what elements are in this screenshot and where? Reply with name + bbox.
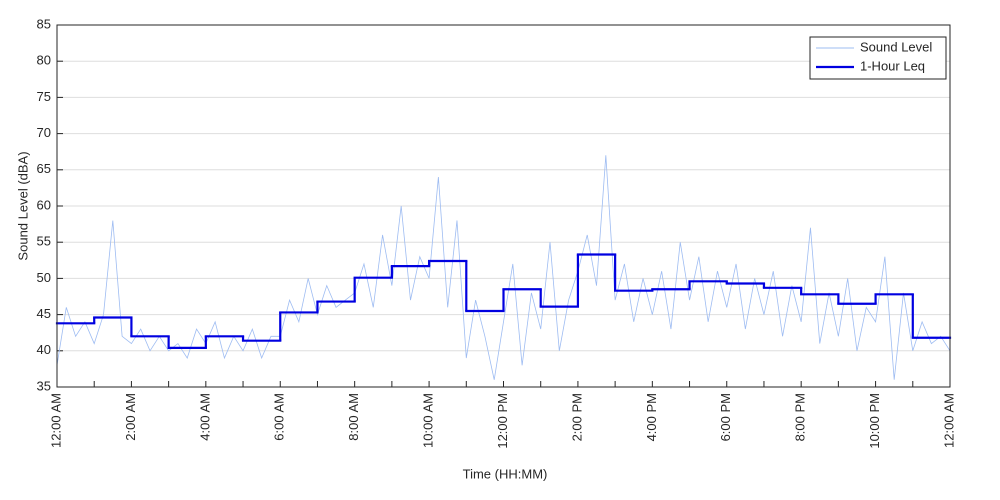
y-tick-label: 75 xyxy=(37,89,51,104)
plot-frame xyxy=(56,24,951,388)
y-tick-label: 55 xyxy=(37,234,51,249)
x-tick-label: 6:00 PM xyxy=(718,393,733,441)
legend-label: Sound Level xyxy=(860,39,932,54)
y-tick-label: 35 xyxy=(37,378,51,393)
x-tick-label: 8:00 AM xyxy=(346,393,361,441)
x-tick-label: 4:00 AM xyxy=(197,393,212,441)
legend-box xyxy=(809,36,947,80)
y-tick-label: 45 xyxy=(37,306,51,321)
x-tick-label: 8:00 PM xyxy=(793,393,808,441)
legend-label: 1-Hour Leq xyxy=(860,58,925,73)
y-tick-label: 50 xyxy=(37,270,51,285)
x-tick-label: 12:00 AM xyxy=(941,393,956,448)
x-tick-label: 12:00 AM xyxy=(48,393,63,448)
y-tick-label: 65 xyxy=(37,161,51,176)
x-tick-label: 10:00 PM xyxy=(867,393,882,449)
y-tick-label: 40 xyxy=(37,342,51,357)
x-tick-label: 10:00 AM xyxy=(421,393,436,448)
x-tick-label: 12:00 PM xyxy=(495,393,510,449)
x-tick-label: 6:00 AM xyxy=(272,393,287,441)
x-axis-label: Time (HH:MM) xyxy=(463,466,548,481)
y-tick-label: 85 xyxy=(37,16,51,31)
x-tick-label: 2:00 AM xyxy=(123,393,138,441)
y-tick-label: 80 xyxy=(37,53,51,68)
x-tick-label: 2:00 PM xyxy=(569,393,584,441)
y-tick-label: 70 xyxy=(37,125,51,140)
y-axis-label: Sound Level (dBA) xyxy=(15,151,30,260)
y-tick-label: 60 xyxy=(37,197,51,212)
x-tick-label: 4:00 PM xyxy=(644,393,659,441)
